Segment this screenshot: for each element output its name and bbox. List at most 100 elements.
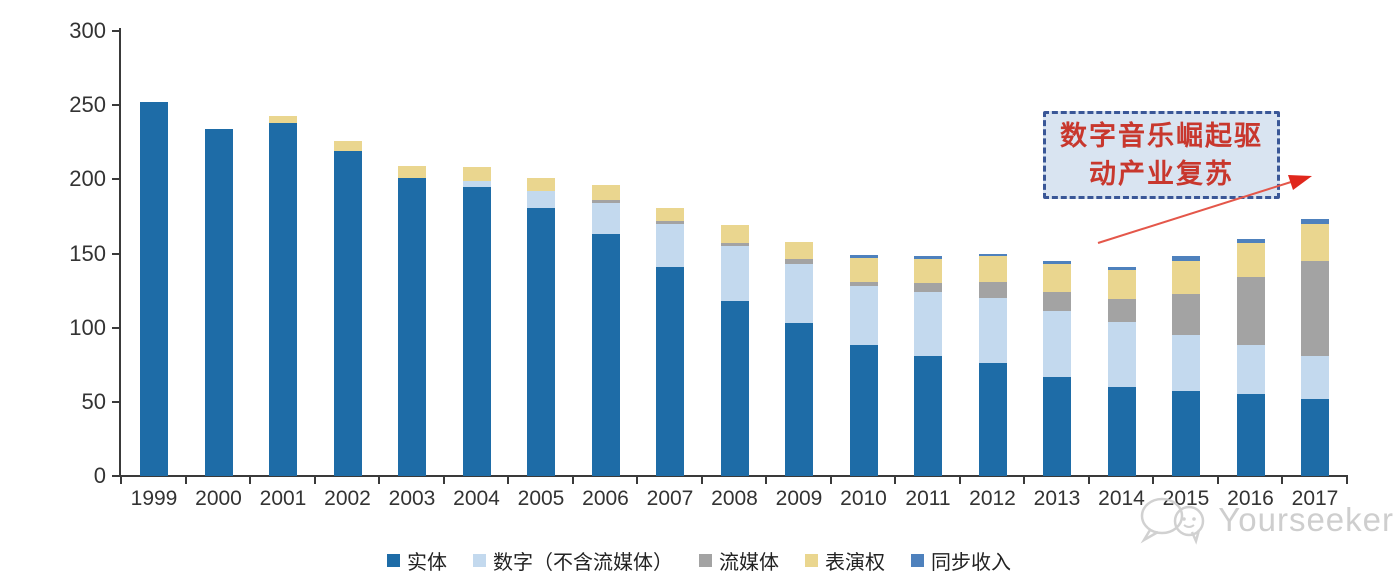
bar-segment <box>462 186 491 476</box>
x-axis-category-label: 2005 <box>517 487 565 510</box>
bar-segment <box>978 253 1007 257</box>
bar-segment <box>1172 260 1200 294</box>
x-axis-tick <box>249 476 251 484</box>
x-axis-tick <box>1216 476 1219 484</box>
bar-segment <box>914 259 942 284</box>
bar-segment <box>656 223 684 267</box>
x-axis-tick <box>700 476 703 484</box>
bar-segment <box>462 167 491 181</box>
x-axis-tick <box>313 476 316 484</box>
legend-label: 实体 <box>407 552 447 574</box>
x-axis-category-label: 2014 <box>1098 487 1145 510</box>
legend-item: 流媒体 <box>699 546 779 575</box>
legend-swatch <box>805 554 818 567</box>
bar-segment <box>656 266 684 476</box>
x-axis-tick <box>1087 476 1090 484</box>
x-axis-category-label: 2007 <box>646 487 694 510</box>
y-axis-tick <box>112 252 120 255</box>
y-axis-tick-label: 0 <box>93 463 106 488</box>
x-axis-category-label: 2002 <box>324 487 371 510</box>
bar-segment <box>1107 387 1136 476</box>
legend-item: 数字（不含流媒体） <box>473 546 673 575</box>
bar-segment <box>914 355 942 476</box>
x-axis-tick <box>120 476 122 484</box>
y-axis-tick-label: 250 <box>69 92 106 118</box>
bar-segment <box>591 234 620 476</box>
bar-segment <box>527 177 555 192</box>
x-axis-category-label: 2011 <box>905 487 951 510</box>
y-axis-tick <box>112 400 120 403</box>
bar-segment <box>914 256 942 260</box>
bar-segment <box>1107 269 1136 300</box>
bar-segment <box>978 256 1007 282</box>
bar-segment <box>591 185 620 201</box>
legend-label: 流媒体 <box>719 552 779 574</box>
bar-segment <box>269 122 297 476</box>
x-axis-tick <box>184 476 187 484</box>
x-axis-category-label: 2008 <box>711 487 758 510</box>
bar-segment <box>204 128 233 476</box>
bar-segment <box>1107 321 1136 387</box>
bar-segment <box>1107 266 1136 270</box>
y-axis-tick-label: 50 <box>81 388 106 414</box>
y-axis-tick-label: 200 <box>69 166 106 192</box>
legend-swatch <box>699 554 712 567</box>
legend-label: 表演权 <box>825 552 885 574</box>
y-axis-tick <box>112 326 120 329</box>
x-axis-tick <box>378 476 380 484</box>
bar-segment <box>527 207 555 476</box>
y-axis-tick-label: 150 <box>69 240 106 266</box>
bar-segment <box>1301 219 1329 224</box>
bar-segment <box>1236 277 1265 346</box>
x-axis-tick <box>1281 476 1283 484</box>
annotation-callout-box: 数字音乐崛起驱 动产业复苏 <box>1043 111 1280 199</box>
bar-segment <box>849 254 878 258</box>
bar-segment <box>1172 391 1200 476</box>
bar-segment <box>978 298 1007 364</box>
bar-segment <box>1236 345 1265 395</box>
x-axis-category-label: 2016 <box>1227 487 1274 510</box>
bar-segment <box>785 263 813 324</box>
bar-segment <box>785 323 813 476</box>
y-axis-line <box>119 28 121 477</box>
x-axis-category-label: 2015 <box>1162 487 1210 510</box>
y-axis-tick <box>112 475 120 477</box>
x-axis-tick <box>829 476 832 484</box>
bar-segment <box>333 151 362 476</box>
bar-segment <box>527 191 555 208</box>
bar-segment <box>1236 238 1265 244</box>
bar-segment <box>978 363 1007 476</box>
legend-swatch <box>473 554 486 567</box>
bar-segment <box>1043 260 1071 264</box>
bar-segment <box>978 281 1007 298</box>
bar-segment <box>720 243 749 247</box>
bar-segment <box>914 283 942 293</box>
legend-item: 实体 <box>387 546 447 575</box>
legend-swatch <box>387 554 400 567</box>
x-axis-category-label: 2010 <box>840 487 887 510</box>
bar-segment <box>1107 299 1136 322</box>
x-axis-category-label: 2013 <box>1033 487 1081 510</box>
bar-segment <box>1172 335 1200 392</box>
bar-segment <box>785 259 813 264</box>
yourseeker-logo-icon <box>1140 497 1205 545</box>
bar-segment <box>1301 260 1329 356</box>
x-axis-category-label: 2006 <box>582 487 629 510</box>
bar-segment <box>398 165 426 178</box>
annotation-text-line1: 数字音乐崛起驱 <box>1060 121 1263 151</box>
bar-segment <box>1172 256 1200 261</box>
annotation-text-line2: 动产业复苏 <box>1089 159 1234 189</box>
bar-segment <box>914 292 942 356</box>
bar-segment <box>1236 243 1265 278</box>
bar-segment <box>785 241 813 260</box>
bar-segment <box>591 203 620 235</box>
bar-segment <box>849 345 878 476</box>
legend-label: 数字（不含流媒体） <box>493 552 673 574</box>
x-axis-tick <box>571 476 574 484</box>
bar-segment <box>1043 292 1071 312</box>
x-axis-category-label: 2001 <box>259 487 307 510</box>
x-axis-category-label: 1999 <box>130 487 178 510</box>
y-axis-tick-label: 300 <box>69 18 106 43</box>
x-axis-tick <box>1023 476 1025 484</box>
